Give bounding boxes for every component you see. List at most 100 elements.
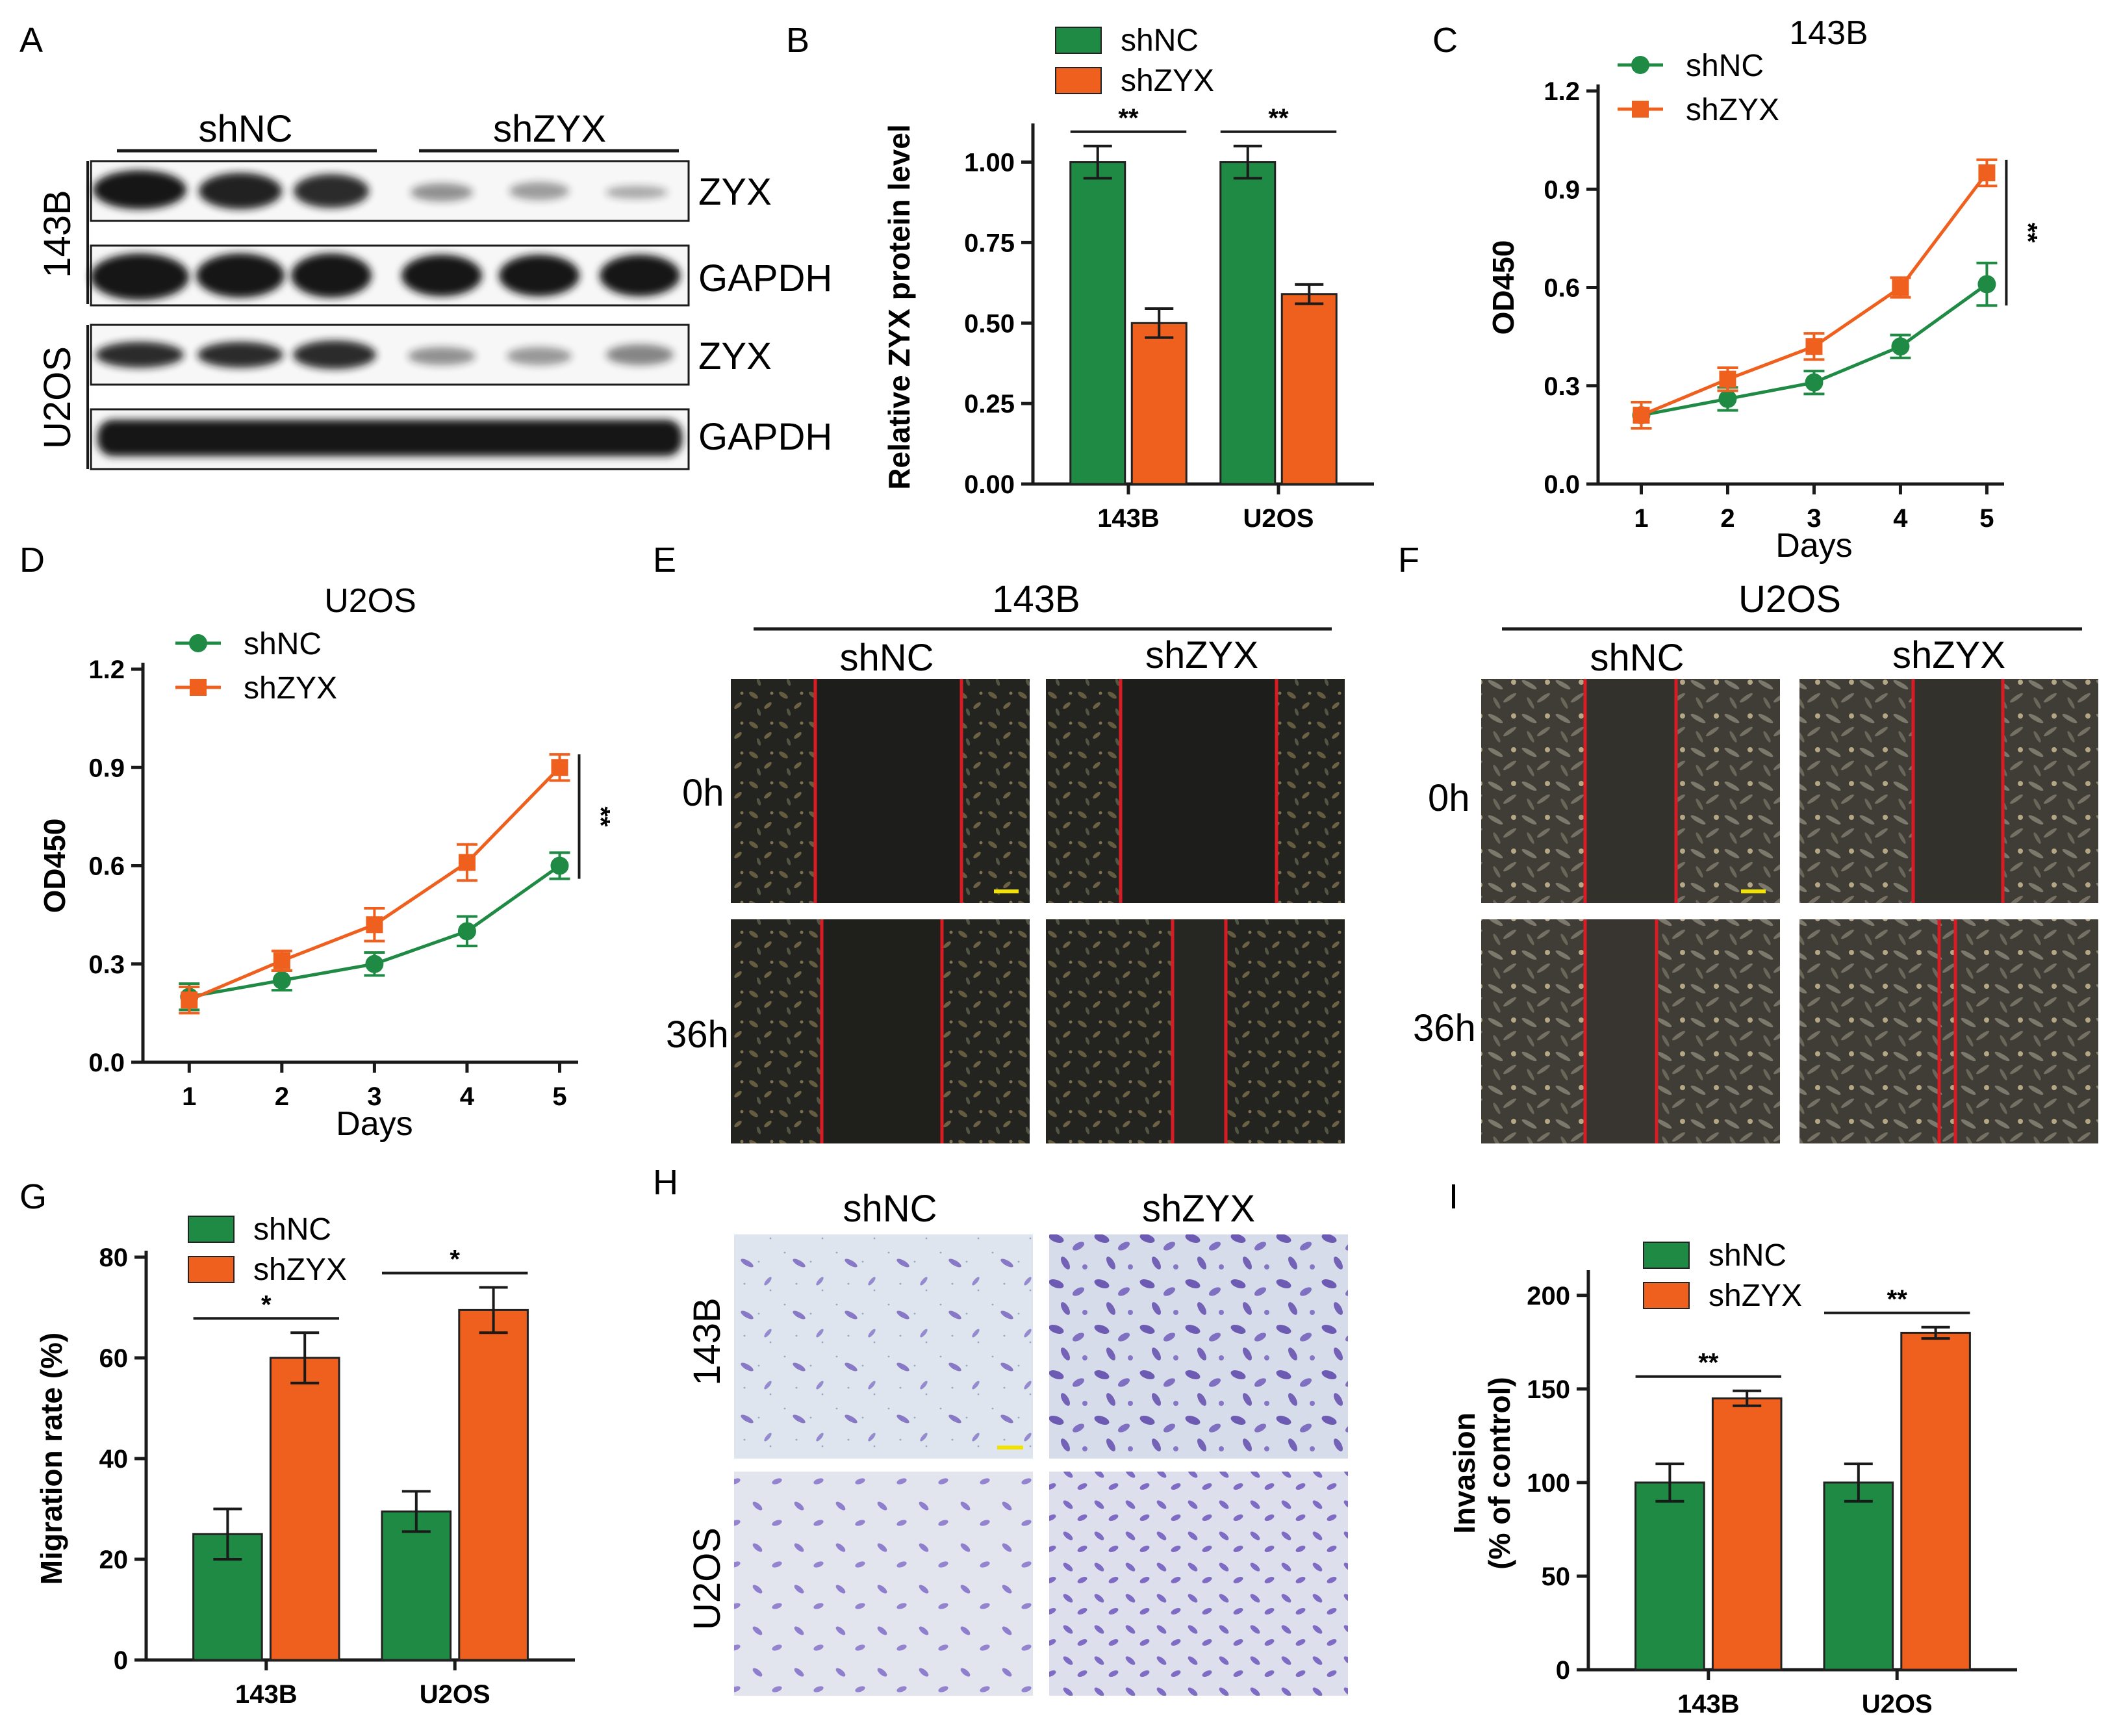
transwell-143b-shzyx xyxy=(1049,1234,1348,1459)
cell-line-title-e: 143B xyxy=(992,578,1080,620)
significance-marker: * xyxy=(450,1245,460,1274)
col-label-shzyx-h: shZYX xyxy=(1142,1188,1255,1230)
data-point-shzyx xyxy=(366,916,383,934)
legend-label-shnc: shNC xyxy=(244,627,322,661)
x-tick-label: 3 xyxy=(1807,504,1821,533)
x-category-label: U2OS xyxy=(1862,1690,1933,1718)
y-tick-label: 1.2 xyxy=(88,656,125,684)
y-axis-title: OD450 xyxy=(1486,240,1520,335)
x-tick-label: 1 xyxy=(182,1082,196,1111)
legend-swatch-shnc xyxy=(188,1216,235,1243)
y-tick-label: 80 xyxy=(99,1244,129,1272)
legend-marker-shzyx xyxy=(190,679,207,696)
chart-title: U2OS xyxy=(324,582,416,620)
data-point-shzyx xyxy=(551,759,568,776)
transwell-143b-shnc xyxy=(734,1234,1033,1459)
legend-label-shnc: shNC xyxy=(1709,1238,1786,1273)
band xyxy=(196,253,285,298)
significance-marker: ** xyxy=(586,806,615,827)
data-point-shnc xyxy=(457,922,476,941)
data-point-shzyx xyxy=(1805,338,1823,355)
y-tick-label: 100 xyxy=(1527,1469,1570,1498)
blot-143b-gapdh xyxy=(90,244,690,307)
row-label-u2os: U2OS xyxy=(36,346,79,449)
y-tick-label: 0.0 xyxy=(1544,470,1580,499)
chart-title: 143B xyxy=(1789,14,1868,52)
legend-label-shnc: shNC xyxy=(253,1212,331,1247)
data-point-shnc xyxy=(1718,389,1737,408)
band xyxy=(600,255,680,296)
data-point-shnc xyxy=(1805,373,1824,392)
bar-shnc-u2os xyxy=(1823,1481,1894,1671)
data-point-shzyx xyxy=(273,952,290,969)
band-label-143b-gapdh: GAPDH xyxy=(698,257,832,300)
panel-a: A shNC shZYX 143B U2OS ZYX GAPDH xyxy=(19,21,832,470)
y-tick-label: 50 xyxy=(1542,1563,1571,1591)
x-tick-label: 4 xyxy=(1893,504,1908,533)
significance-marker: ** xyxy=(1268,104,1289,133)
col-label-shzyx-e: shZYX xyxy=(1145,634,1258,676)
significance-marker: ** xyxy=(1698,1349,1719,1377)
band xyxy=(90,253,189,300)
data-point-shzyx xyxy=(1633,407,1650,424)
band xyxy=(197,342,283,368)
group-label-shnc: shNC xyxy=(198,108,292,150)
significance-marker: * xyxy=(261,1290,272,1319)
panel-label-i: I xyxy=(1449,1177,1458,1216)
band xyxy=(408,347,476,365)
data-point-shzyx xyxy=(458,854,476,871)
panel-c-line-chart: 0.0 0.3 0.6 0.9 1.2 OD450 C 1 2 3 4 5 Days 143B ** shNC… xyxy=(1432,14,2042,565)
y-tick-label: 200 xyxy=(1527,1282,1570,1310)
panel-label-h: H xyxy=(653,1163,678,1202)
transwell-u2os-shnc xyxy=(734,1472,1033,1696)
band xyxy=(507,347,572,365)
x-tick-label: 3 xyxy=(367,1082,381,1111)
data-point-shnc xyxy=(365,954,384,973)
band xyxy=(291,253,372,298)
significance-marker: ** xyxy=(1118,104,1139,133)
legend-label-shzyx: shZYX xyxy=(1686,93,1779,127)
legend-label-shzyx: shZYX xyxy=(253,1253,347,1287)
y-axis-title: Invasion xyxy=(1447,1412,1481,1534)
legend-swatch-shnc xyxy=(1055,27,1102,54)
y-tick-label: 150 xyxy=(1527,1375,1570,1404)
x-tick-label: 4 xyxy=(460,1082,475,1111)
x-axis-title: Days xyxy=(1775,527,1852,565)
x-category-label: U2OS xyxy=(420,1680,490,1709)
y-tick-label: 0.6 xyxy=(1544,274,1580,303)
x-tick-label: 2 xyxy=(275,1082,289,1111)
micrograph-e-shzyx-36h xyxy=(1046,919,1345,1143)
panel-label-d: D xyxy=(19,541,45,580)
legend-label-shnc: shNC xyxy=(1121,23,1199,58)
band xyxy=(93,170,186,209)
panel-b-bar-chart: 0.00 0.25 0.50 0.75 1.00 Relative ZYX protein… xyxy=(786,21,1374,533)
micrograph-e-shnc-0h xyxy=(731,679,1030,903)
y-tick-label: 0 xyxy=(1556,1656,1570,1685)
panel-h: H shNC shZYX 143B U2OS xyxy=(653,1163,1348,1696)
col-label-shzyx-f: shZYX xyxy=(1892,634,2005,676)
row-label-u2os-h: U2OS xyxy=(686,1527,728,1630)
micrograph-e-shzyx-0h xyxy=(1046,679,1345,903)
panel-label-e: E xyxy=(653,541,676,580)
y-tick-label: 0.9 xyxy=(1544,175,1580,204)
row-label-0h-f: 0h xyxy=(1428,777,1470,819)
legend-swatch-shzyx xyxy=(1055,67,1102,94)
panel-label-f: F xyxy=(1398,541,1419,580)
transwell-u2os-shzyx xyxy=(1049,1472,1348,1696)
bar-shnc-143b xyxy=(1634,1481,1705,1671)
data-point-shzyx xyxy=(1892,279,1909,296)
data-point-shzyx xyxy=(1719,370,1736,388)
data-point-shzyx xyxy=(1978,164,1996,182)
x-category-label: U2OS xyxy=(1243,504,1314,533)
blot-143b-zyx xyxy=(90,160,690,222)
legend-swatch-shzyx xyxy=(188,1256,235,1283)
bar-shnc-143b xyxy=(1069,161,1126,485)
y-axis-title: OD450 xyxy=(38,819,71,913)
bar-shzyx-143b xyxy=(269,1357,340,1661)
data-point-shnc xyxy=(272,971,291,989)
col-label-shnc-h: shNC xyxy=(843,1188,937,1230)
panel-g-bar-chart: 0 20 40 60 80 Migration rate (%) G * 143B * U2OS sh… xyxy=(19,1177,575,1709)
y-tick-label: 0.0 xyxy=(88,1049,125,1077)
panel-label-b: B xyxy=(786,21,809,60)
